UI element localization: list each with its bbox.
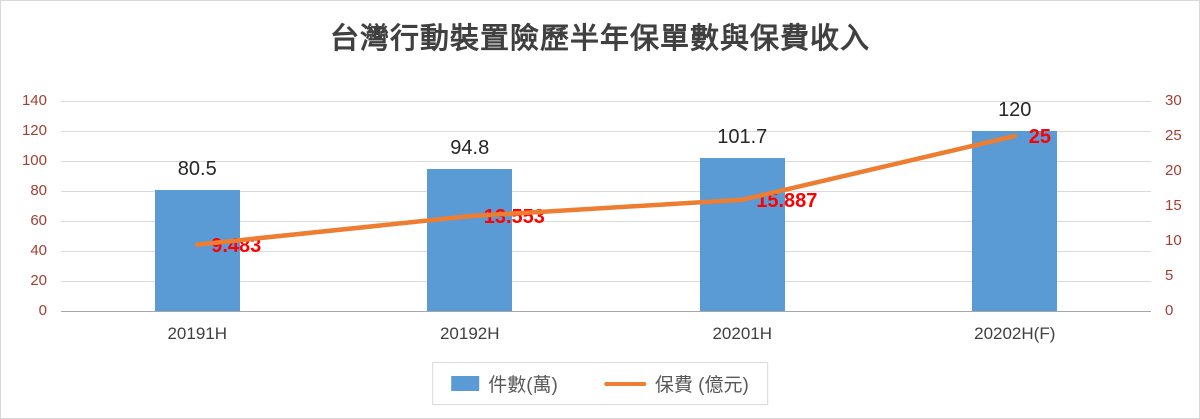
x-axis-category-label: 20191H	[167, 324, 228, 343]
y-axis-left-tick: 80	[30, 182, 47, 199]
legend-item-bar: 件數(萬)	[451, 370, 558, 397]
legend-label-line: 保費 (億元)	[654, 375, 749, 396]
bar	[972, 131, 1058, 311]
y-axis-right-tick: 25	[1165, 127, 1182, 144]
bar-value-label: 94.8	[450, 136, 490, 159]
gridline	[61, 101, 1151, 102]
y-axis-right-tick: 0	[1165, 302, 1174, 319]
y-axis-left-tick: 140	[21, 92, 47, 109]
gridline	[61, 281, 1151, 282]
line-value-label: 25	[1028, 126, 1051, 148]
bar-swatch-icon	[451, 376, 480, 391]
chart-title: 台灣行動裝置險歷半年保單數與保費收入	[329, 23, 870, 55]
y-axis-right-tick: 10	[1165, 232, 1182, 249]
bar	[699, 158, 785, 311]
bar-value-label: 101.7	[717, 126, 768, 149]
line-swatch-icon	[603, 381, 646, 386]
y-axis-right-tick: 20	[1165, 162, 1182, 179]
y-axis-right-tick: 30	[1165, 92, 1182, 109]
bar	[427, 168, 513, 311]
y-axis-right-tick: 15	[1165, 197, 1182, 214]
legend-label-bar: 件數(萬)	[488, 375, 558, 396]
y-axis-left-tick: 40	[30, 242, 47, 259]
legend: 件數(萬) 保費 (億元)	[432, 362, 768, 405]
y-axis-left-tick: 60	[30, 212, 47, 229]
line-value-label: 13.553	[483, 206, 545, 229]
y-axis-left-tick: 20	[30, 272, 47, 289]
y-axis-left-tick: 120	[21, 122, 47, 139]
bar-value-label: 80.5	[177, 158, 217, 181]
x-axis-category-label: 20202H(F)	[974, 324, 1056, 343]
y-axis-right-tick: 5	[1165, 267, 1174, 284]
x-axis-line	[61, 311, 1151, 312]
bar-value-label: 120	[998, 99, 1032, 121]
line-value-label: 9.483	[211, 234, 262, 257]
x-axis-category-label: 20192H	[439, 324, 500, 343]
y-axis-left-tick: 100	[21, 152, 47, 169]
legend-item-line: 保費 (億元)	[603, 370, 749, 397]
x-axis-category-label: 20201H	[712, 324, 773, 343]
line-value-label: 15.887	[756, 189, 818, 212]
gridline	[61, 131, 1151, 132]
y-axis-left-tick: 0	[38, 302, 47, 319]
gridline	[61, 251, 1151, 252]
